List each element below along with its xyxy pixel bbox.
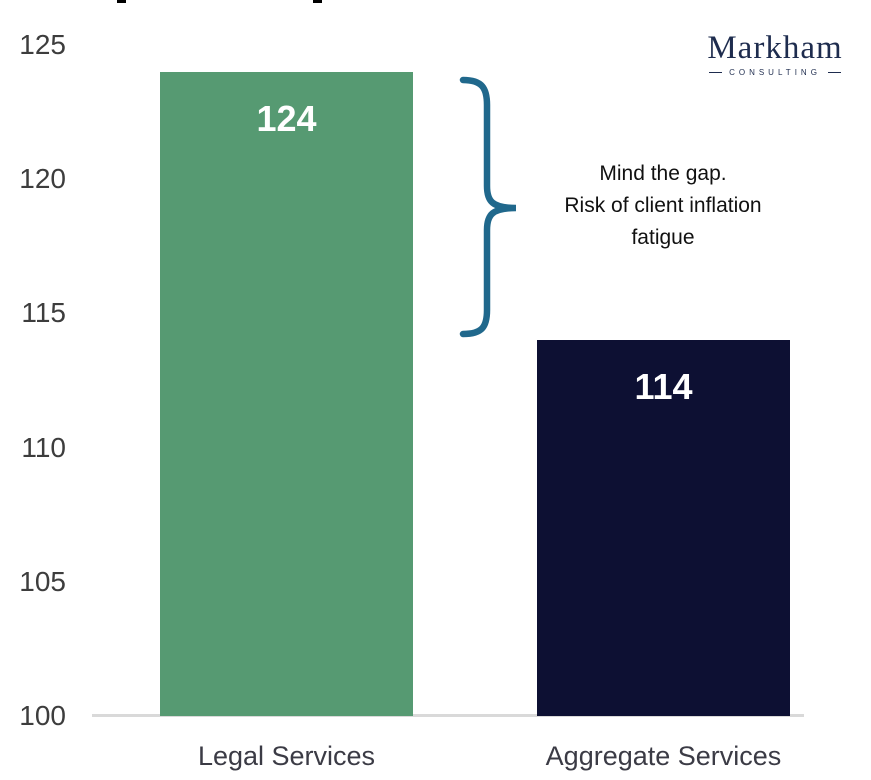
brand-subtitle-text: CONSULTING (729, 68, 821, 77)
annotation-line-3: fatigue (631, 226, 695, 249)
top-tick-mark (313, 0, 322, 3)
bar-value-label: 114 (634, 366, 693, 407)
annotation-line-1: Mind the gap. (599, 162, 727, 185)
bar-aggregate-services: 114 (537, 340, 790, 716)
y-tick-label: 115 (21, 297, 66, 329)
gap-annotation: Mind the gap. Risk of client inflation f… (540, 158, 786, 254)
curly-brace (459, 76, 517, 338)
logo-dash-right (827, 72, 841, 73)
y-tick-label: 125 (19, 29, 66, 60)
category-label-legal-services: Legal Services (197, 741, 376, 771)
category-label-aggregate-services: Aggregate Services (545, 741, 782, 771)
bar-legal-services: 124 (160, 72, 413, 716)
y-tick-label: 105 (19, 565, 66, 597)
brand-logo: Markham CONSULTING (683, 30, 867, 77)
brand-subtitle: CONSULTING (683, 68, 867, 77)
logo-dash-left (709, 72, 723, 73)
brand-name: Markham (707, 30, 843, 66)
x-axis-line (92, 714, 804, 717)
y-tick-label: 100 (19, 700, 66, 731)
y-tick-label: 110 (21, 431, 66, 463)
annotation-line-2: Risk of client inflation (564, 194, 762, 217)
y-tick-label: 120 (19, 163, 66, 195)
top-tick-mark (117, 0, 126, 3)
bar-value-label: 124 (256, 98, 317, 139)
